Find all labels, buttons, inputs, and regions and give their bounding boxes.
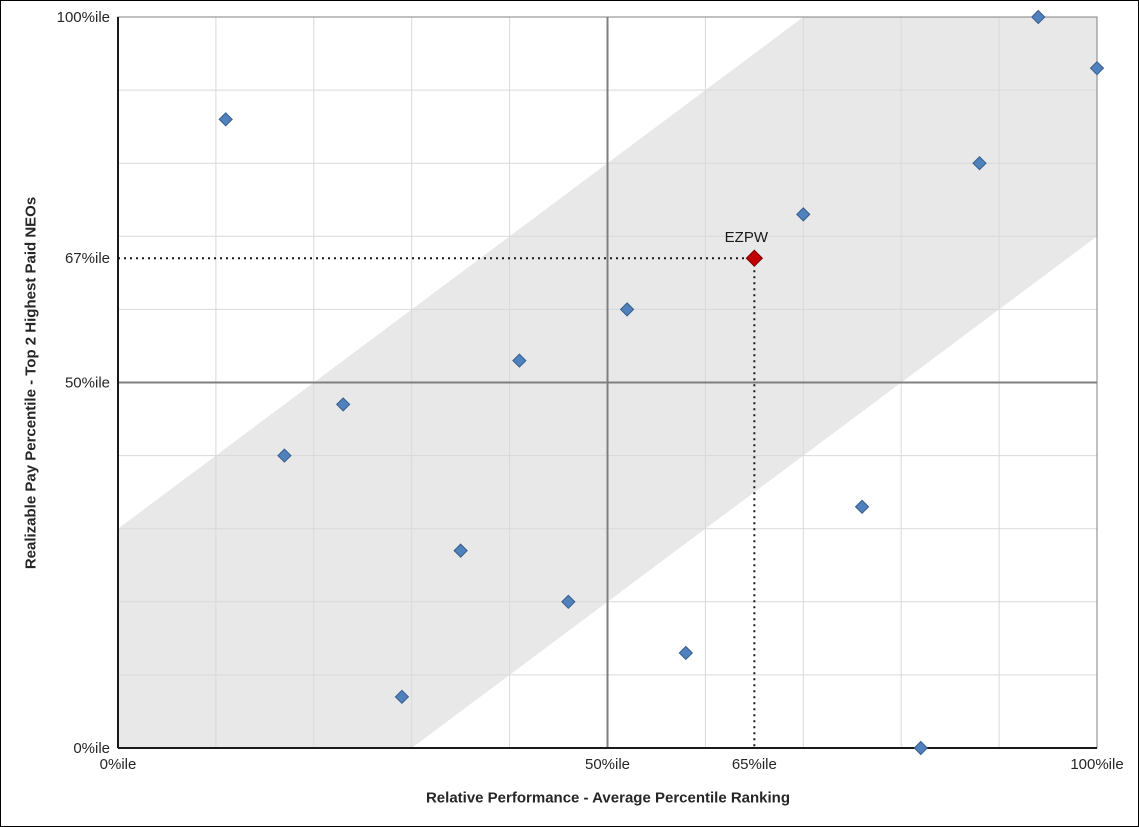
data-point — [972, 155, 987, 171]
data-point — [796, 207, 811, 222]
data-point — [218, 112, 233, 127]
x-tick-label: 65%ile — [732, 756, 777, 773]
x-tick-label: 50%ile — [585, 756, 630, 773]
data-point — [854, 499, 870, 514]
data-point — [453, 543, 468, 558]
highlight-data-point — [745, 249, 764, 267]
data-point — [394, 689, 410, 705]
data-point — [277, 448, 292, 463]
data-point — [1089, 60, 1105, 76]
data-point — [619, 302, 635, 317]
data-point — [913, 740, 928, 756]
data-point — [1031, 9, 1046, 25]
highlight-label: EZPW — [725, 229, 769, 246]
y-tick-label: 50%ile — [65, 375, 110, 392]
data-point — [335, 397, 351, 412]
y-tick-label: 100%ile — [57, 9, 110, 26]
data-point — [512, 353, 527, 368]
x-axis-title: Relative Performance - Average Percentil… — [425, 789, 791, 807]
data-point — [561, 594, 576, 610]
data-point — [678, 645, 694, 661]
x-tick-label: 100%ile — [1070, 756, 1123, 773]
y-tick-label: 0%ile — [73, 740, 110, 757]
y-tick-label: 67%ile — [65, 250, 110, 267]
x-tick-label: 0%ile — [100, 756, 137, 773]
